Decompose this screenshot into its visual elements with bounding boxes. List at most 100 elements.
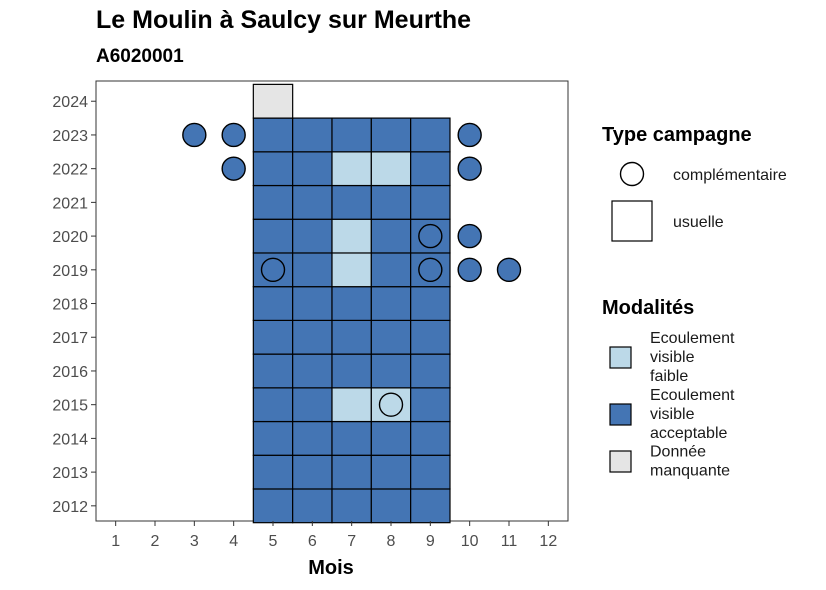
x-tick-label: 11 <box>501 533 518 550</box>
usuelle-cell <box>370 286 412 321</box>
y-tick-label: 2022 <box>52 162 88 179</box>
usuelle-cell <box>252 387 294 423</box>
x-tick-label: 2 <box>151 533 160 550</box>
usuelle-cell <box>331 184 372 220</box>
usuelle-cell <box>252 488 294 524</box>
legend-title: Modalités <box>602 297 694 319</box>
y-tick-label: 2021 <box>52 195 88 212</box>
usuelle-cell <box>331 218 372 254</box>
usuelle-cell <box>252 218 294 254</box>
complementaire-points <box>182 122 522 417</box>
usuelle-cell <box>331 454 372 490</box>
usuelle-cell <box>252 420 294 456</box>
complementaire-point <box>182 122 207 148</box>
legend-label: visible <box>650 406 695 423</box>
y-tick-label: 2016 <box>52 364 88 381</box>
complementaire-point <box>457 257 482 283</box>
x-axis-title: Mois <box>308 557 354 579</box>
x-tick-label: 6 <box>308 533 317 550</box>
usuelle-cell <box>292 117 333 153</box>
usuelle-cell <box>292 353 333 389</box>
usuelle-cell <box>252 184 294 220</box>
y-tick-label: 2018 <box>52 297 88 314</box>
usuelle-cell <box>331 319 372 355</box>
x-tick-label: 4 <box>229 533 238 550</box>
usuelle-cell <box>331 387 372 423</box>
usuelle-cell <box>252 454 294 490</box>
usuelle-cell <box>331 117 372 153</box>
usuelle-cell <box>370 454 412 490</box>
y-tick-label: 2024 <box>52 94 88 111</box>
y-tick-label: 2012 <box>52 499 88 516</box>
usuelle-cell <box>370 420 412 456</box>
usuelle-cell <box>292 252 333 288</box>
usuelle-cell <box>410 151 451 187</box>
usuelle-cell <box>410 286 451 321</box>
legend-key-square <box>611 200 653 242</box>
legend-label: Donnée <box>650 444 706 461</box>
y-tick-label: 2014 <box>52 431 88 448</box>
x-tick-label: 9 <box>426 533 435 550</box>
x-tick-label: 7 <box>347 533 356 550</box>
x-tick-label: 10 <box>461 533 479 550</box>
legend-label: manquante <box>650 463 730 480</box>
legend-key-swatch <box>609 346 632 369</box>
complementaire-point <box>221 156 246 181</box>
usuelle-cell <box>370 319 412 355</box>
usuelle-cell <box>410 488 451 524</box>
complementaire-point <box>496 257 522 283</box>
usuelle-cells <box>252 83 451 524</box>
complementaire-point <box>260 257 286 283</box>
usuelle-cell <box>292 319 333 355</box>
x-tick-label: 3 <box>190 533 199 550</box>
y-tick-label: 2015 <box>52 398 88 415</box>
usuelle-cell <box>252 83 294 119</box>
usuelle-cell <box>410 184 451 220</box>
usuelle-cell <box>410 353 451 389</box>
usuelle-cell <box>252 151 294 187</box>
legend-modalites: Modalités Ecoulement visible faible Ecouleme… <box>602 297 735 480</box>
legend-label: acceptable <box>650 425 727 442</box>
x-tick-label: 1 <box>111 533 120 550</box>
usuelle-cell <box>292 151 333 187</box>
usuelle-cell <box>292 218 333 254</box>
complementaire-point <box>457 156 482 181</box>
legend-label: visible <box>650 349 695 366</box>
usuelle-cell <box>292 488 333 524</box>
usuelle-cell <box>292 387 333 423</box>
usuelle-cell <box>331 488 372 524</box>
usuelle-cell <box>331 286 372 321</box>
legend-label: complémentaire <box>673 167 787 184</box>
usuelle-cell <box>292 420 333 456</box>
usuelle-cell <box>410 454 451 490</box>
legend-label: faible <box>650 368 688 385</box>
x-axis: 1 2 3 4 5 6 7 8 9 10 11 12 <box>111 521 557 550</box>
usuelle-cell <box>370 117 412 153</box>
usuelle-cell <box>252 319 294 355</box>
y-tick-label: 2019 <box>52 263 88 280</box>
usuelle-cell <box>370 151 412 187</box>
usuelle-cell <box>252 353 294 389</box>
legend-label: Ecoulement <box>650 330 735 347</box>
x-tick-label: 8 <box>387 533 396 550</box>
usuelle-cell <box>331 353 372 389</box>
usuelle-cell <box>410 420 451 456</box>
y-tick-label: 2013 <box>52 465 88 482</box>
usuelle-cell <box>292 286 333 321</box>
legend-label: usuelle <box>673 214 724 231</box>
complementaire-point <box>418 223 443 249</box>
complementaire-point <box>457 122 482 148</box>
chart-subtitle: A6020001 <box>96 46 184 67</box>
usuelle-cell <box>410 117 451 153</box>
usuelle-cell <box>331 151 372 187</box>
usuelle-cell <box>292 184 333 220</box>
chart-title: Le Moulin à Saulcy sur Meurthe <box>96 6 472 34</box>
complementaire-point <box>221 122 246 148</box>
y-tick-label: 2023 <box>52 128 88 145</box>
legend-label: Ecoulement <box>650 387 735 404</box>
complementaire-point <box>457 223 482 249</box>
usuelle-cell <box>292 454 333 490</box>
legend-title: Type campagne <box>602 124 752 146</box>
complementaire-point <box>378 392 404 417</box>
